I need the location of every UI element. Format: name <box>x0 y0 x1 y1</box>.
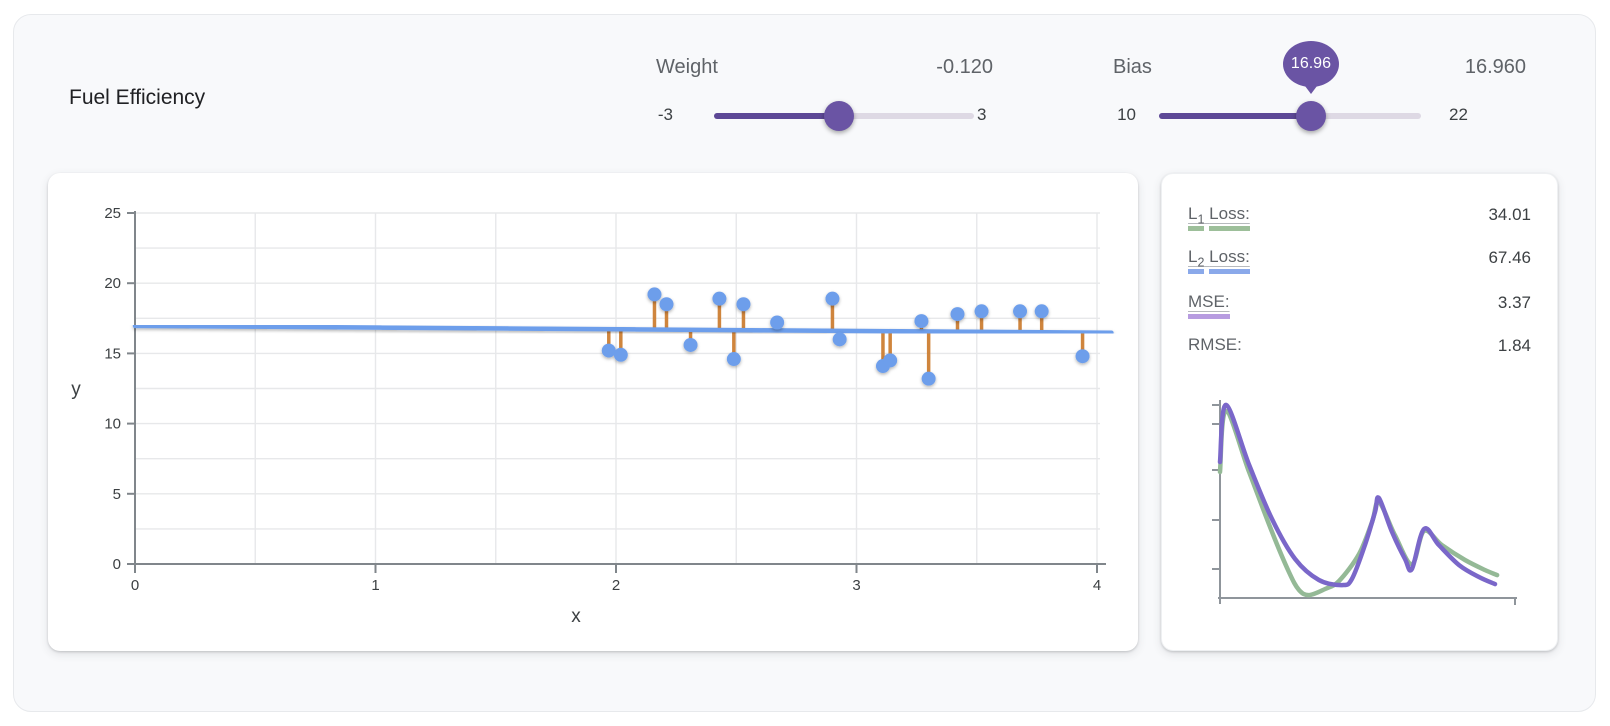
loss-curve-chart <box>1212 400 1517 605</box>
bias-max-label: 22 <box>1449 105 1468 124</box>
svg-text:1: 1 <box>371 577 379 594</box>
svg-text:20: 20 <box>104 275 121 292</box>
bias-min-label: 10 <box>1117 105 1136 124</box>
fuel-efficiency-scatter-chart: 0 5 10 15 20 25 0 1 2 3 4 y x <box>71 205 1114 627</box>
svg-text:y: y <box>71 379 81 400</box>
svg-text:10: 10 <box>104 416 121 433</box>
widget-container: Fuel Efficiency Weight -0.120 -3 3 Bias … <box>13 14 1596 712</box>
bias-label: Bias <box>1113 56 1152 78</box>
svg-text:0: 0 <box>131 577 139 594</box>
svg-text:5: 5 <box>113 486 121 503</box>
rmse-label: RMSE: <box>1188 335 1242 354</box>
metric-row-rmse: RMSE: 1.84 <box>1188 335 1531 361</box>
metric-row-mse: MSE: 3.37 <box>1188 292 1531 319</box>
svg-text:0: 0 <box>113 556 121 573</box>
page-title: Fuel Efficiency <box>69 86 206 109</box>
bias-tooltip-text: 16.96 <box>1290 55 1331 72</box>
weight-max-label: 3 <box>977 105 987 124</box>
weight-label: Weight <box>656 56 718 78</box>
weight-slider-track[interactable] <box>714 101 974 131</box>
fuel-efficiency-chart-card: 0 5 10 15 20 25 0 1 2 3 4 y x <box>48 173 1138 651</box>
weight-slider-thumb[interactable] <box>823 101 854 131</box>
rmse-value: 1.84 <box>1497 336 1531 355</box>
bias-slider-thumb[interactable] <box>1295 101 1326 131</box>
mse-value: 3.37 <box>1497 293 1531 312</box>
svg-text:25: 25 <box>104 205 121 222</box>
bias-value-tooltip: 16.96 <box>1282 41 1339 87</box>
bias-value: 16.960 <box>1464 56 1526 78</box>
l1-loss-value: 34.01 <box>1488 205 1531 224</box>
metric-row-l2-loss: L2 Loss: 67.46 <box>1188 247 1531 274</box>
l1-loss-label: L1 Loss: <box>1188 204 1250 231</box>
metric-row-l1-loss: L1 Loss: 34.01 <box>1188 204 1531 231</box>
loss-panel-card: L1 Loss: 34.01 L2 Loss: 67.46 MSE: 3.37 … <box>1161 173 1558 651</box>
l2-loss-label: L2 Loss: <box>1188 247 1250 274</box>
mse-label: MSE: <box>1188 292 1230 319</box>
bias-slider-track[interactable] <box>1159 101 1421 131</box>
svg-text:3: 3 <box>852 577 860 594</box>
weight-slider-fill <box>714 113 839 119</box>
svg-text:15: 15 <box>104 345 121 362</box>
svg-text:2: 2 <box>612 577 620 594</box>
weight-value: -0.120 <box>936 56 993 78</box>
bias-slider-fill <box>1159 113 1311 119</box>
weight-min-label: -3 <box>657 105 673 124</box>
svg-text:x: x <box>571 606 581 627</box>
l2-loss-value: 67.46 <box>1488 248 1531 267</box>
svg-text:4: 4 <box>1093 577 1101 594</box>
